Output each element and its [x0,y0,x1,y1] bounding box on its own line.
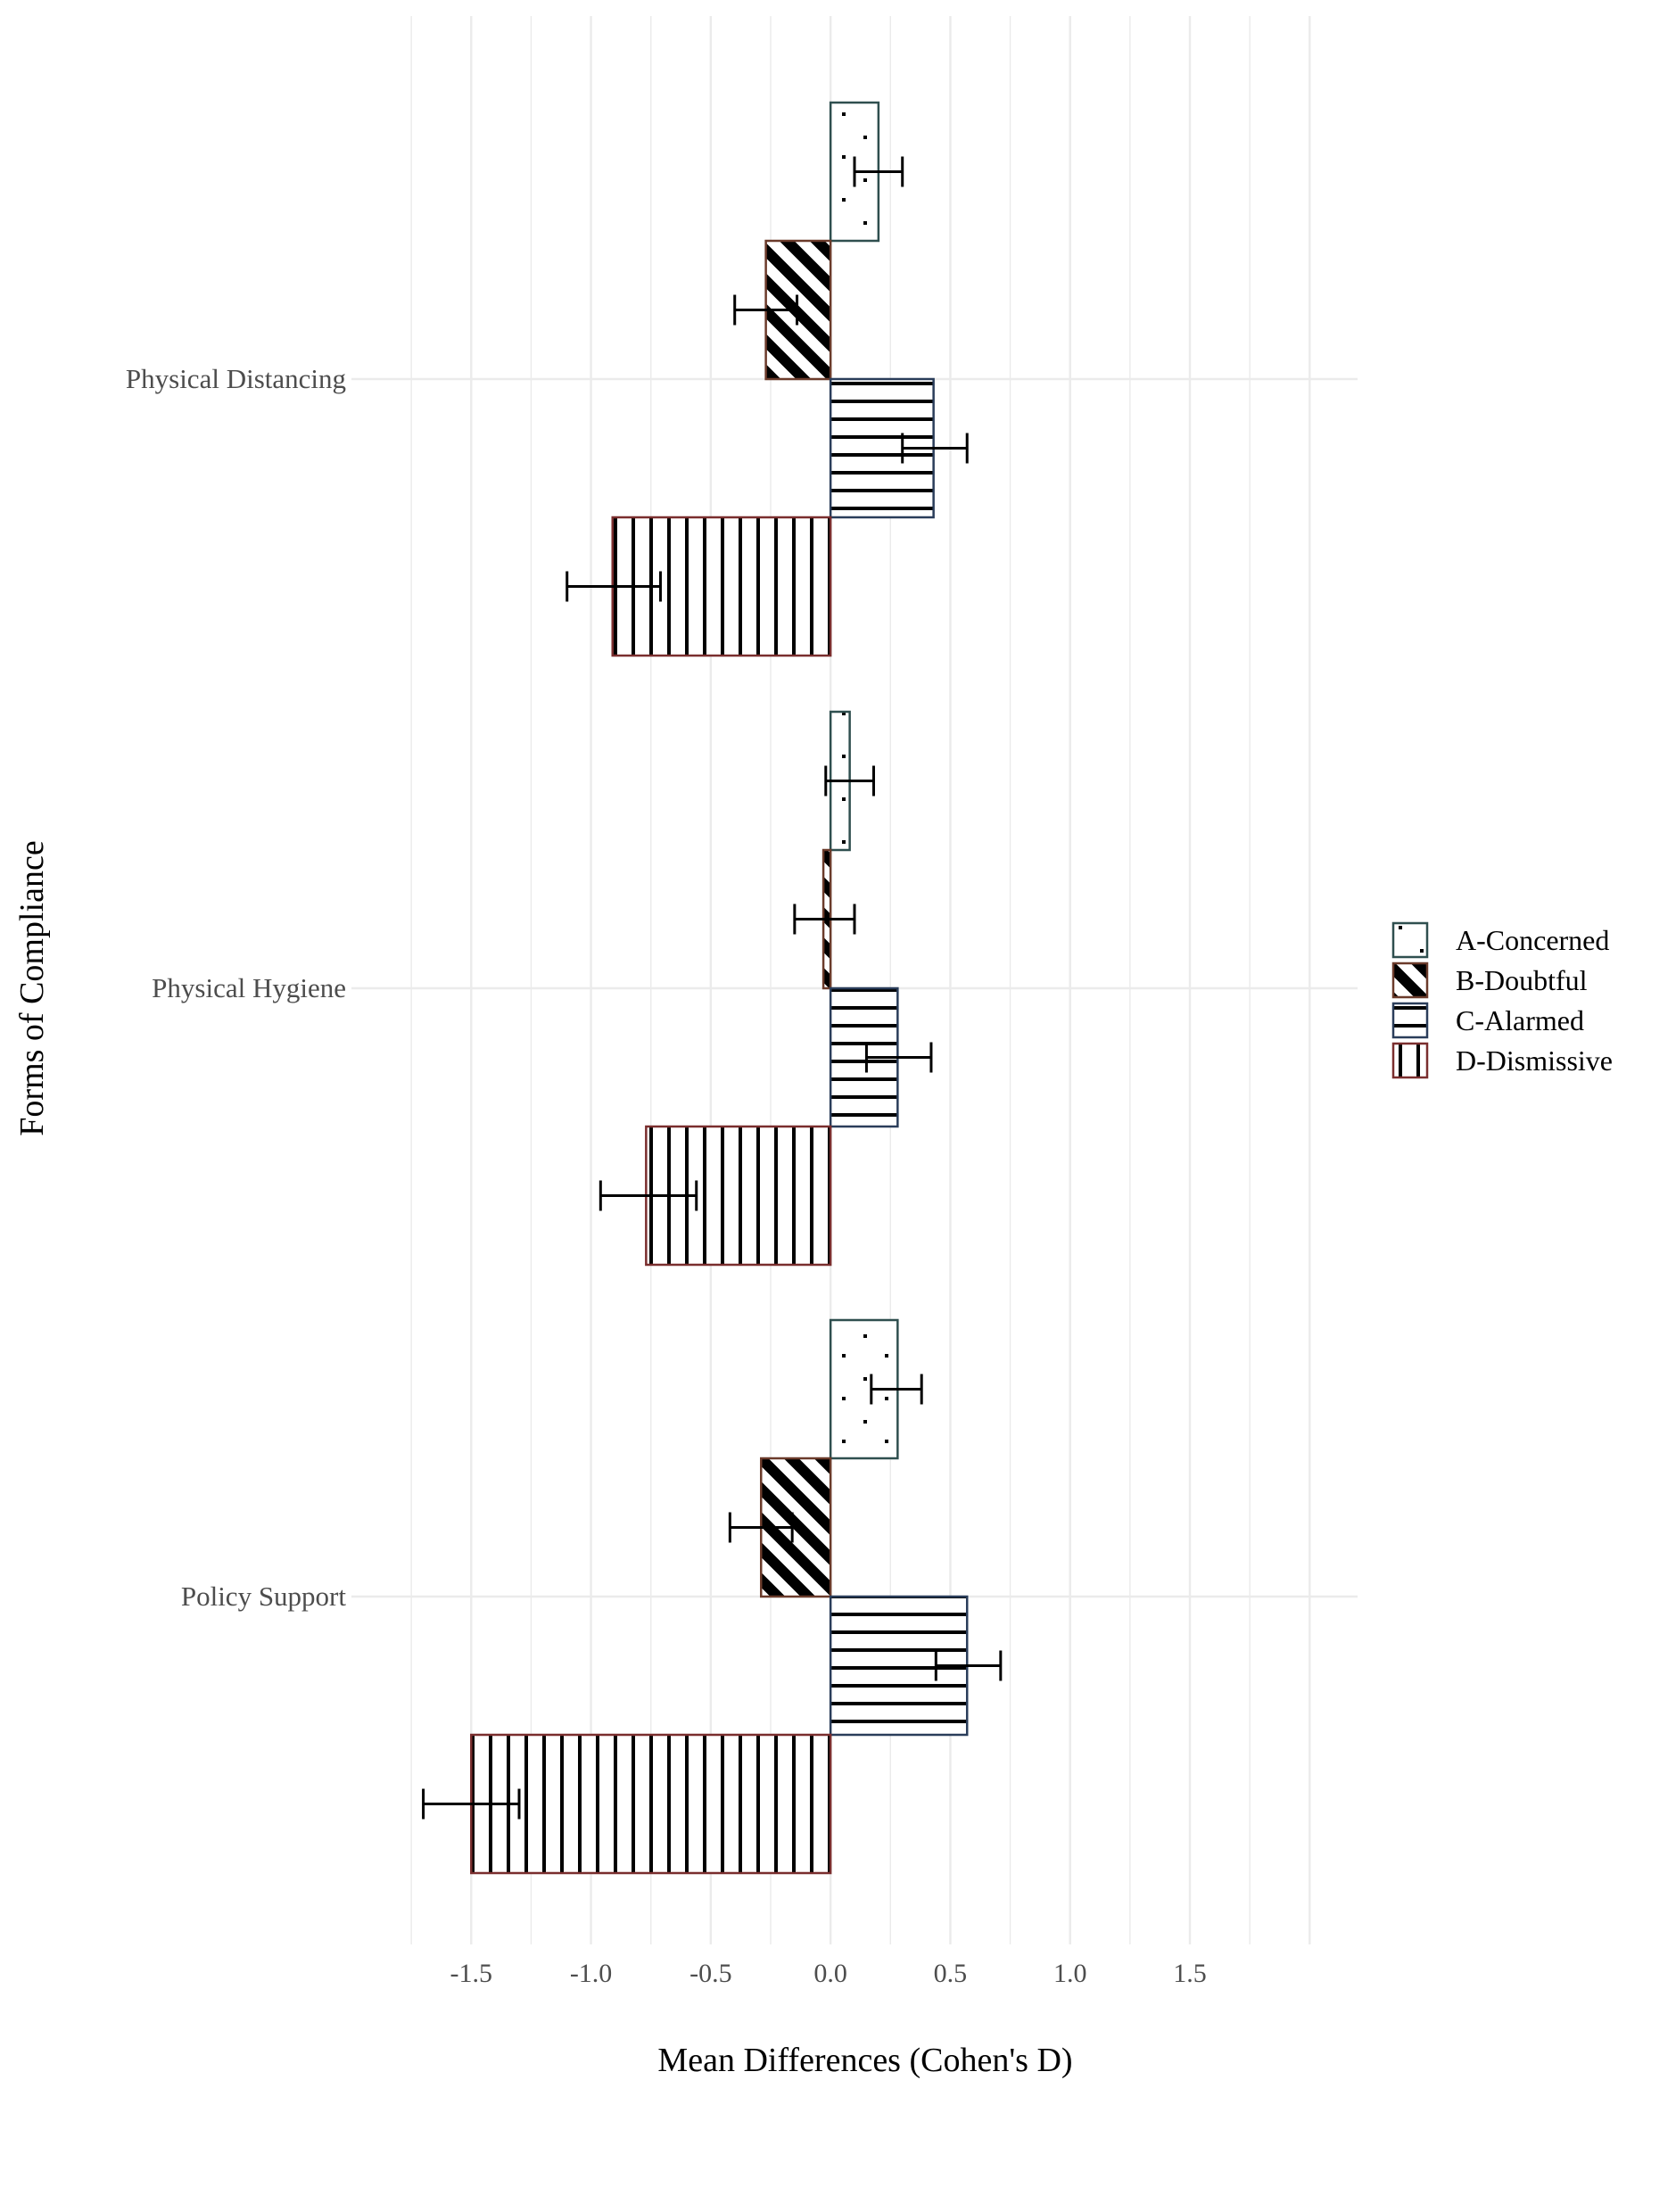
x-tick-label: -0.5 [689,1959,732,1988]
y-axis-title: Forms of Compliance [13,840,51,1135]
legend-label: B-Doubtful [1456,964,1588,996]
error-layer [422,156,1003,1820]
x-tick-label: -1.0 [570,1959,613,1988]
bar-d-dismissive-policy-support [470,1733,832,1875]
error-bar [870,1374,923,1405]
legend-item: A-Concerned [1391,921,1609,959]
error-bar [934,1650,1003,1681]
category-label: Policy Support [181,1581,347,1612]
bar-layer [470,101,969,1875]
x-tick-label: 0.5 [934,1959,968,1988]
legend-key [1391,1042,1429,1079]
x-tick-label: -1.5 [450,1959,493,1988]
error-bar [566,571,662,602]
error-bar [864,1042,933,1073]
legend-item: C-Alarmed [1391,1002,1584,1039]
error-bar [824,765,875,796]
legend-key [1391,1002,1429,1039]
label-layer: Physical Distancing Physical Hygiene Polic… [126,363,1207,1988]
x-tick-label: 1.0 [1053,1959,1087,1988]
legend-label: D-Dismissive [1456,1044,1613,1077]
x-tick-label: 1.5 [1173,1959,1207,1988]
error-bar [853,156,904,187]
legend-label: A-Concerned [1456,924,1609,956]
legend-item: B-Doubtful [1391,962,1588,999]
error-bar [728,1512,794,1543]
error-bar [733,294,799,326]
error-bar [901,433,969,464]
x-axis-title: Mean Differences (Cohen's D) [657,2042,1072,2079]
legend-key [1391,962,1429,999]
error-bar [422,1788,521,1820]
legend-label: C-Alarmed [1456,1004,1584,1036]
legend-key [1391,921,1429,959]
category-label: Physical Hygiene [152,972,346,1003]
error-bar [599,1180,698,1211]
x-tick-label: 0.0 [813,1959,847,1988]
error-bar [793,904,856,935]
legend: A-Concerned B-Doubtful C-Alarmed D-Dismissi… [1391,921,1613,1079]
category-label: Physical Distancing [126,363,346,394]
legend-item: D-Dismissive [1391,1042,1613,1079]
